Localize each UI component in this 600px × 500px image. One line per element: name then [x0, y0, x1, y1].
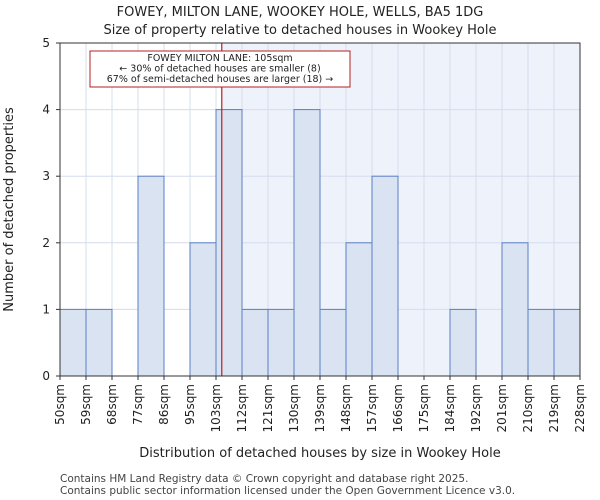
x-axis-label: Distribution of detached houses by size … — [139, 446, 500, 461]
x-tick-label: 68sqm — [105, 384, 119, 425]
axis-layer: 0 1 2 3 4 5 50sqm 59sqm 68sqm 77sqm 86sqm 95sqm 103s… — [42, 36, 587, 432]
y-tick-label: 1 — [42, 302, 50, 316]
y-tick-label: 4 — [42, 103, 50, 117]
bar-50sqm — [59, 308, 87, 377]
bar-148sqm — [345, 242, 373, 377]
x-tick-label: 50sqm — [53, 384, 67, 425]
bar-112sqm — [241, 308, 269, 377]
x-tick-label: 192sqm — [469, 384, 483, 432]
bar-103sqm — [215, 109, 243, 377]
chart-title: FOWEY, MILTON LANE, WOOKEY HOLE, WELLS, … — [116, 5, 484, 20]
bar-59sqm — [85, 308, 113, 377]
bar-210sqm — [527, 308, 555, 377]
x-tick-label: 121sqm — [261, 384, 275, 432]
x-tick-label: 219sqm — [547, 384, 561, 432]
bar-201sqm — [501, 242, 529, 377]
y-tick-label: 5 — [42, 36, 50, 50]
x-tick-label: 112sqm — [235, 384, 249, 432]
x-tick-label: 59sqm — [79, 384, 93, 425]
y-tick-label: 2 — [42, 236, 50, 250]
x-tick-label: 77sqm — [131, 384, 145, 425]
x-tick-label: 139sqm — [313, 384, 327, 432]
annotation-marker-label: FOWEY MILTON LANE: 105sqm — [147, 53, 292, 64]
x-tick-label: 210sqm — [521, 384, 535, 432]
bar-219sqm — [553, 308, 581, 377]
footer-copyright: Contains HM Land Registry data © Crown c… — [60, 473, 469, 485]
bar-95sqm — [189, 242, 217, 377]
x-tick-label: 130sqm — [287, 384, 301, 432]
x-tick-label: 148sqm — [339, 384, 353, 432]
x-tick-label: 86sqm — [157, 384, 171, 425]
x-tick-label: 175sqm — [417, 384, 431, 432]
y-tick-label: 0 — [42, 369, 50, 383]
footer-licence: Contains public sector information licen… — [60, 485, 516, 497]
annotation-larger-text: 67% of semi-detached houses are larger (… — [107, 74, 334, 85]
bar-121sqm — [267, 308, 295, 377]
bar-77sqm — [137, 175, 165, 377]
annotation-layer: FOWEY MILTON LANE: 105sqm ← 30% of detac… — [89, 50, 351, 88]
x-tick-label: 103sqm — [209, 384, 223, 432]
chart-subtitle: Size of property relative to detached ho… — [103, 23, 497, 38]
x-tick-label: 201sqm — [495, 384, 509, 432]
x-tick-label: 157sqm — [365, 384, 379, 432]
bar-157sqm — [371, 175, 399, 377]
y-axis-label: Number of detached properties — [2, 107, 17, 312]
bar-130sqm — [293, 109, 321, 377]
bar-184sqm — [449, 308, 477, 377]
x-tick-label: 95sqm — [183, 384, 197, 425]
x-tick-label: 228sqm — [573, 384, 587, 432]
x-tick-label: 184sqm — [443, 384, 457, 432]
bar-139sqm — [319, 308, 347, 377]
annotation-smaller-text: ← 30% of detached houses are smaller (8) — [119, 64, 320, 75]
x-tick-label: 166sqm — [391, 384, 405, 432]
bar-layer — [59, 43, 581, 377]
annotation-box — [89, 50, 351, 88]
y-tick-label: 3 — [42, 169, 50, 183]
